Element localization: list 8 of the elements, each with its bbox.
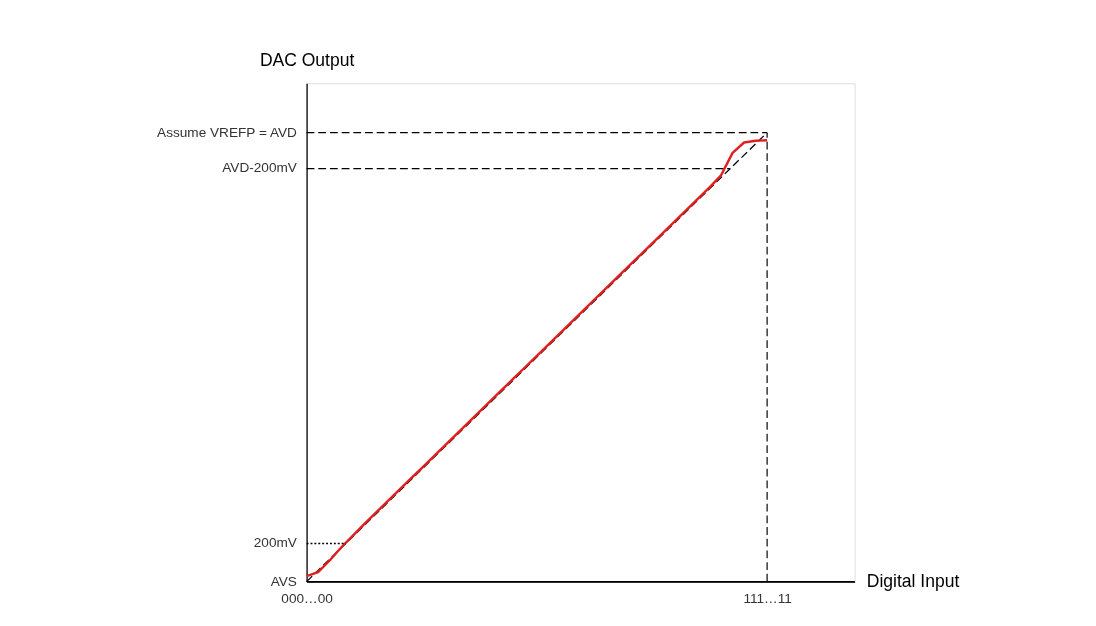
ref-line-label: Assume VREFP = AVD <box>157 124 298 140</box>
ref-line-label: AVD-200mV <box>222 160 298 176</box>
x-axis-title: Digital Input <box>866 570 960 591</box>
y-axis-title: DAC Output <box>259 50 355 71</box>
ref-line-label: AVS <box>270 573 297 589</box>
ref-line-label: 200mV <box>253 535 298 551</box>
x-tick-label: 111…11 <box>743 590 792 606</box>
x-tick-label: 000…00 <box>281 590 334 606</box>
